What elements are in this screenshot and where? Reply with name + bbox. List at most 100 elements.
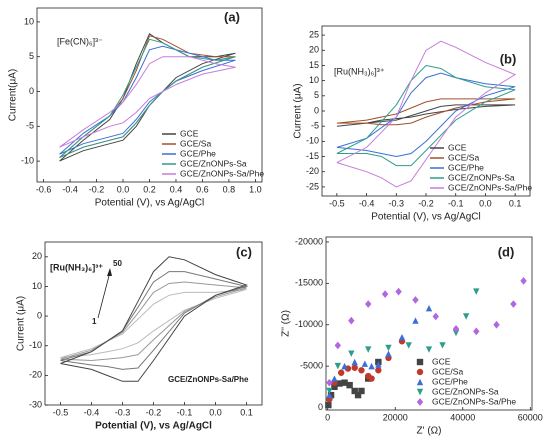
data-point	[341, 362, 348, 370]
data-point	[425, 304, 433, 312]
data-point	[348, 316, 355, 325]
cv-curve	[60, 288, 247, 359]
data-point	[334, 341, 342, 350]
data-point	[336, 380, 343, 387]
legend-label: GCE/ZnONPs-Sa/Phe	[448, 182, 532, 192]
data-point	[358, 387, 365, 395]
legend-marker	[416, 358, 424, 366]
x-tick-label: -0.1	[448, 198, 464, 208]
y-tick-label: -25	[306, 181, 319, 191]
legend-label: GCE	[180, 128, 199, 138]
data-point	[381, 290, 389, 298]
data-point	[439, 342, 446, 349]
legend-marker	[416, 368, 424, 376]
x-tick-label: 40000	[450, 412, 475, 422]
x-tick-label: 60000	[518, 412, 543, 422]
annotation: 50	[113, 259, 122, 268]
annotation: [Fe(CN)₆]³⁻	[57, 36, 103, 46]
panel-label: (c)	[236, 244, 252, 259]
data-point	[327, 391, 335, 399]
x-tick-label: -0.5	[329, 198, 345, 208]
data-point	[395, 287, 402, 296]
x-axis-label: Potential (V), vs Ag/AgCl	[95, 198, 205, 209]
data-point	[358, 367, 365, 374]
x-tick-label: -0.4	[359, 198, 375, 208]
legend-label: GCE/ZnONPs-Sa	[180, 158, 247, 168]
data-point	[331, 375, 338, 382]
x-axis-label: Potential (V), vs Ag/AgCl	[95, 421, 212, 432]
y-tick-label: -20	[306, 166, 319, 176]
annotation: GCE/ZnONPs-Sa/Phe	[168, 375, 249, 384]
data-point	[385, 344, 392, 352]
data-point	[326, 378, 333, 387]
data-point	[337, 369, 345, 376]
x-tick-label: 0.6	[196, 184, 209, 194]
data-point	[473, 288, 480, 295]
data-point	[365, 300, 372, 308]
data-point	[334, 362, 342, 370]
y-tick-label: 25	[309, 29, 319, 39]
data-point	[412, 317, 419, 324]
x-tick-label: 0.0	[479, 198, 492, 208]
data-point	[365, 346, 372, 353]
y-tick-label: 15	[309, 60, 319, 70]
y-tick-label: -10	[29, 340, 42, 350]
x-tick-label: -0.2	[146, 407, 162, 417]
data-point	[346, 381, 353, 389]
x-axis-label: Z' (Ω)	[417, 426, 442, 437]
data-point	[325, 401, 332, 409]
legend-label: GCE/Sa	[448, 152, 479, 162]
data-point	[351, 387, 358, 395]
x-tick-label: 20000	[383, 412, 408, 422]
data-point	[375, 367, 382, 374]
data-point	[331, 383, 338, 391]
x-tick-label: -0.2	[418, 198, 434, 208]
x-tick-label: 0.2	[143, 184, 156, 194]
data-point	[368, 362, 375, 370]
data-point	[361, 360, 369, 367]
x-tick-label: 0.1	[240, 407, 253, 417]
y-tick-label: 20	[32, 251, 42, 261]
scan-arrow	[97, 271, 111, 319]
cv-curve	[336, 104, 516, 127]
y-tick-label: 0	[29, 86, 34, 96]
x-tick-label: -0.6	[36, 184, 52, 194]
cv-curve	[60, 271, 249, 370]
x-tick-label: -0.4	[62, 184, 78, 194]
y-axis-label: Current (μA)	[293, 83, 304, 138]
legend-marker	[416, 398, 424, 406]
x-tick-label: 0.0	[209, 407, 222, 417]
data-point	[398, 333, 406, 341]
y-tick-label: -5000	[300, 361, 323, 371]
legend-label: GCE/ZnONPs-Sa/Phe	[432, 396, 516, 406]
scan-arrow-head	[107, 268, 112, 276]
data-point	[412, 296, 419, 304]
y-tick-label: -10	[21, 155, 34, 165]
y-tick-label: -15	[306, 151, 319, 161]
y-tick-label: 0	[37, 310, 42, 320]
data-point	[326, 391, 333, 399]
data-point	[368, 375, 375, 382]
y-tick-label: 5	[314, 90, 319, 100]
legend-label: GCE/Phe	[180, 148, 216, 158]
y-tick-label: -20	[29, 370, 42, 380]
legend-label: GCE/Sa	[432, 366, 463, 376]
legend-label: GCE	[448, 142, 467, 152]
legend-label: GCE/ZnONPs-Sa	[432, 386, 499, 396]
data-point	[375, 361, 382, 368]
data-point	[326, 387, 333, 395]
legend-label: GCE/ZnONPs-Sa/Phe	[180, 168, 264, 178]
cv-curve	[60, 256, 249, 382]
cv-curve	[336, 64, 516, 167]
data-point	[341, 379, 348, 386]
cv-curve	[59, 56, 236, 148]
data-point	[452, 325, 460, 333]
data-point	[493, 320, 500, 329]
legend-marker	[416, 378, 424, 386]
data-point	[385, 350, 392, 357]
y-tick-label: 10	[309, 75, 319, 85]
y-tick-label: -30	[29, 399, 42, 409]
y-axis-label: Current(μA)	[8, 69, 19, 121]
x-tick-label: 0.4	[170, 184, 183, 194]
